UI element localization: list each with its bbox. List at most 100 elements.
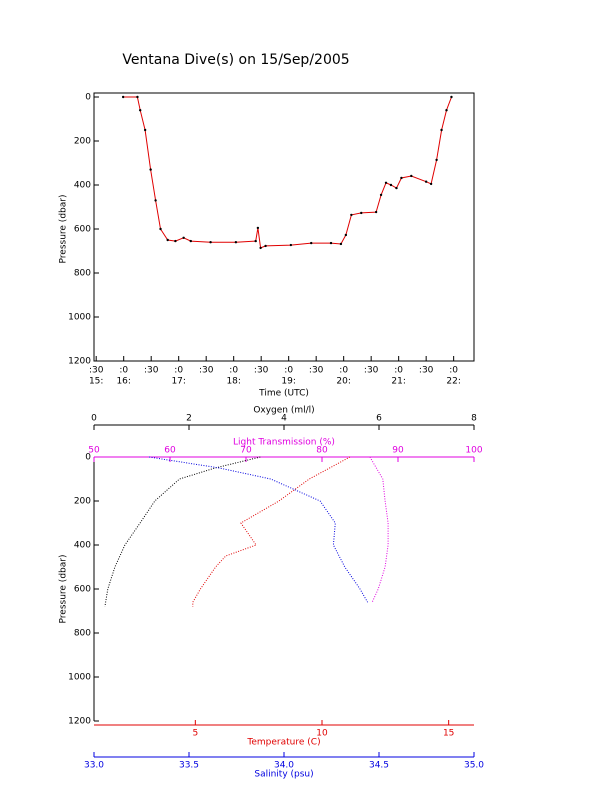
y-tick-label: 200 — [74, 497, 91, 507]
pressure-point — [329, 241, 333, 245]
x-tick-label: 50 — [88, 446, 100, 456]
pressure-point — [360, 211, 363, 215]
pressure-point — [410, 174, 413, 178]
profile-trace — [149, 456, 369, 603]
y-tick-label: 1200 — [68, 717, 91, 727]
y-tick-label: 600 — [74, 225, 91, 235]
pressure-point — [143, 128, 147, 132]
pressure-point — [264, 244, 267, 248]
y-tick-label: 0 — [85, 453, 91, 463]
x-tick-hour-label: 17: — [171, 377, 185, 387]
x-axis-label: Oxygen (ml/l) — [253, 406, 314, 416]
x-tick-label: 34.0 — [274, 761, 294, 771]
profile-trace — [104, 456, 261, 607]
pressure-point — [254, 239, 257, 243]
x-tick-label: :0 — [229, 366, 238, 376]
pressure-point — [256, 226, 260, 230]
x-tick-label: 70 — [240, 446, 252, 456]
x-tick-label: 33.0 — [84, 761, 104, 771]
y-tick-label: 1200 — [68, 357, 91, 367]
x-tick-label: :0 — [119, 366, 128, 376]
pressure-point — [400, 176, 403, 180]
x-axis-label: Salinity (psu) — [254, 770, 313, 780]
x-tick-label: :0 — [174, 366, 183, 376]
pressure-point — [450, 95, 453, 99]
pressure-point — [149, 168, 152, 171]
plot-frame — [93, 92, 475, 362]
profile-trace — [369, 456, 389, 603]
x-tick-label: 80 — [316, 446, 328, 456]
x-tick-label: :30 — [199, 366, 214, 376]
x-tick-label: :30 — [364, 366, 379, 376]
x-tick-hour-label: 20: — [336, 377, 350, 387]
x-tick-label: 6 — [376, 414, 382, 424]
pressure-point — [174, 239, 177, 243]
x-tick-label: :30 — [254, 366, 269, 376]
pressure-point — [379, 193, 383, 197]
y-axis-label: Pressure (dbar) — [59, 555, 69, 624]
pressure-point — [384, 181, 388, 184]
pressure-point — [154, 199, 157, 202]
y-tick-label: 1000 — [68, 673, 91, 683]
chart-title: Ventana Dive(s) on 15/Sep/2005 — [122, 52, 349, 68]
pressure-point — [310, 241, 313, 245]
pressure-point — [289, 243, 293, 247]
x-tick-label: 90 — [392, 446, 404, 456]
pressure-point — [136, 95, 139, 99]
x-tick-label: :0 — [394, 366, 403, 376]
y-axis-label: Pressure (dbar) — [59, 195, 69, 264]
x-axis-label: Temperature (C) — [246, 738, 320, 748]
pressure-point — [339, 242, 343, 246]
x-axis-label: Time (UTC) — [258, 389, 309, 399]
pressure-point — [389, 183, 393, 187]
x-tick-label: 33.5 — [179, 761, 199, 771]
pressure-point — [350, 213, 353, 217]
x-tick-label: 60 — [164, 446, 176, 456]
pressure-point — [234, 241, 238, 244]
x-tick-hour-label: 16: — [116, 377, 130, 387]
x-axis-label: Light Transmission (%) — [233, 438, 335, 448]
pressure-point — [121, 95, 125, 99]
y-tick-label: 0 — [85, 93, 91, 103]
pressure-point — [435, 158, 438, 162]
pressure-point — [424, 180, 428, 183]
x-tick-label: 100 — [465, 446, 482, 456]
pressure-point — [159, 227, 162, 231]
pressure-point — [259, 246, 262, 250]
y-tick-label: 400 — [74, 541, 91, 551]
x-tick-label: :30 — [309, 366, 324, 376]
x-tick-label: 0 — [91, 414, 97, 424]
x-tick-hour-label: 15: — [89, 377, 103, 387]
y-tick-label: 1000 — [68, 313, 91, 323]
y-tick-label: 400 — [74, 181, 91, 191]
pressure-point — [138, 109, 142, 112]
pressure-point — [189, 239, 192, 243]
x-tick-label: 2 — [186, 414, 192, 424]
x-tick-label: 34.5 — [369, 761, 389, 771]
pressure-point — [440, 128, 443, 132]
x-tick-label: 8 — [471, 414, 477, 424]
pressure-point — [166, 238, 169, 242]
pressure-point — [429, 182, 433, 186]
x-tick-label: :30 — [419, 366, 434, 376]
x-tick-label: 10 — [316, 729, 328, 739]
x-tick-hour-label: 22: — [446, 377, 460, 387]
pressure-point — [209, 241, 212, 244]
x-tick-label: :0 — [284, 366, 293, 376]
pressure-point — [374, 210, 378, 214]
pressure-point — [182, 236, 185, 239]
x-tick-label: :30 — [144, 366, 159, 376]
x-tick-label: :30 — [89, 366, 104, 376]
y-tick-label: 800 — [74, 629, 91, 639]
x-tick-label: 5 — [192, 729, 198, 739]
pressure-line — [123, 96, 452, 249]
x-tick-label: :0 — [449, 366, 458, 376]
y-tick-label: 800 — [74, 269, 91, 279]
x-tick-label: 15 — [443, 729, 454, 739]
x-tick-label: 4 — [281, 414, 287, 424]
x-tick-hour-label: 18: — [226, 377, 240, 387]
pressure-point — [445, 109, 448, 112]
pressure-point — [395, 186, 398, 190]
x-tick-label: :0 — [339, 366, 348, 376]
